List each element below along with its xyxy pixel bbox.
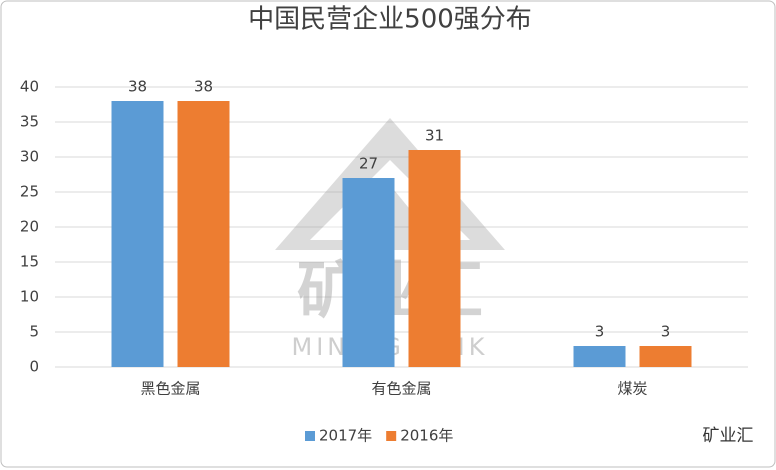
data-label: 38	[128, 78, 147, 96]
legend-label: 2016年	[400, 427, 453, 445]
bar	[342, 178, 395, 367]
x-tick-label: 有色金属	[371, 380, 431, 398]
data-label: 27	[359, 155, 378, 173]
y-tick-label: 25	[20, 183, 39, 201]
data-label: 3	[595, 323, 605, 341]
y-tick-label: 10	[20, 288, 39, 306]
legend-label: 2017年	[319, 427, 372, 445]
y-tick-label: 20	[20, 218, 39, 236]
x-tick-label: 黑色金属	[140, 380, 200, 398]
data-label: 31	[425, 127, 444, 145]
y-tick-label: 35	[20, 113, 39, 131]
data-label: 38	[194, 78, 213, 96]
data-label: 3	[661, 323, 671, 341]
chart-title: 中国民营企业500强分布	[248, 5, 532, 35]
y-tick-label: 0	[29, 358, 39, 376]
x-tick-label: 煤炭	[617, 380, 647, 398]
y-tick-label: 40	[20, 78, 39, 96]
legend-swatch	[386, 431, 397, 441]
y-tick-label: 15	[20, 253, 39, 271]
bar	[639, 346, 692, 367]
y-tick-label: 30	[20, 148, 39, 166]
bar	[111, 101, 164, 367]
bar	[573, 346, 626, 367]
source-label: 矿业汇	[703, 426, 754, 446]
bar	[408, 150, 461, 367]
legend-swatch	[305, 431, 315, 441]
y-tick-label: 5	[29, 323, 39, 341]
bar	[177, 101, 230, 367]
